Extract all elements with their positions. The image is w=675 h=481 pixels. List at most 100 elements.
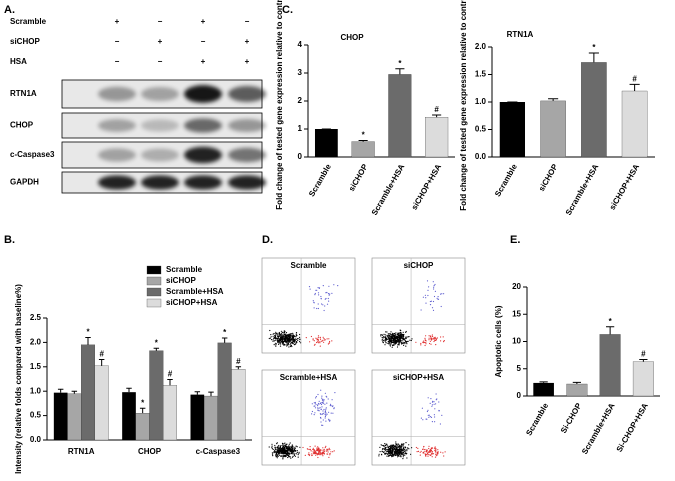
flow-dot [333, 284, 335, 286]
y-tick-label: 1.0 [30, 386, 42, 395]
error-bar [208, 391, 214, 397]
flow-dot [431, 337, 433, 339]
flow-dot [381, 339, 383, 341]
flow-dot [314, 343, 316, 345]
flow-dot [324, 415, 326, 418]
flow-dot [284, 448, 286, 451]
flow-dot [278, 341, 280, 343]
flow-dot [320, 452, 322, 454]
flow-dot [402, 449, 404, 451]
flow-dot [270, 334, 272, 336]
flow-dot [321, 406, 323, 408]
flow-dot [434, 446, 436, 448]
flow-dot [286, 443, 288, 445]
flow-dot [392, 341, 394, 343]
flow-dot [326, 448, 328, 450]
flow-dot [290, 335, 292, 337]
flow-dot [317, 335, 320, 337]
flow-dot [334, 392, 336, 394]
flow-dot [389, 337, 391, 339]
flow-dot [386, 331, 388, 333]
flow-dot [299, 341, 301, 343]
flow-dot [322, 285, 324, 287]
flow-dot [308, 286, 311, 288]
flow-dot [273, 332, 275, 335]
flow-dot [325, 408, 327, 410]
flow-dot [410, 339, 412, 342]
flow-dot [274, 446, 276, 448]
flow-dot [400, 337, 402, 339]
blot-band [98, 148, 136, 162]
flow-dot [275, 345, 277, 347]
flow-dot [399, 452, 401, 454]
flow-dot [434, 336, 436, 338]
flow-dot [398, 444, 400, 446]
flow-dot [272, 455, 274, 457]
flow-dot [425, 418, 427, 420]
flow-dot [295, 336, 297, 338]
flow-dot [433, 285, 435, 287]
y-axis-label: Fold change of tested gene expression re… [275, 0, 284, 210]
x-tick-label: RTN1A [68, 447, 95, 456]
x-tick-label: CHOP [138, 447, 162, 456]
flow-dot [312, 339, 314, 341]
flow-dot [317, 303, 319, 305]
flow-dot [422, 451, 424, 453]
flow-dot [280, 330, 282, 332]
y-tick-label: 0 [298, 152, 303, 161]
blot-band [141, 86, 179, 102]
flow-dot [271, 445, 273, 447]
blot-band [228, 175, 266, 190]
flow-dot [426, 450, 428, 452]
y-tick-label: 0.0 [30, 435, 42, 444]
flow-dot [281, 337, 283, 339]
flow-dot [279, 333, 281, 335]
panel-label: E. [510, 234, 520, 246]
flow-dot [428, 447, 430, 450]
flow-dot [384, 334, 386, 336]
flow-dot [283, 334, 285, 336]
flow-dot [398, 451, 400, 454]
flow-dot [405, 341, 407, 343]
flow-dot [417, 450, 420, 452]
flow-dot [332, 412, 334, 414]
flow-dot [400, 342, 402, 344]
flow-dot [283, 333, 285, 335]
flow-dot [419, 454, 421, 456]
flow-dot [325, 297, 327, 300]
flow-dot [424, 339, 426, 341]
flow-dot [315, 454, 317, 456]
flow-dot [314, 452, 316, 454]
flow-dot [281, 448, 283, 451]
flow-dot [271, 447, 273, 450]
flow-dot [276, 339, 278, 341]
flow-dot [403, 336, 405, 338]
flow-dot [406, 336, 408, 338]
flow-dot [430, 300, 433, 302]
flow-dot [433, 338, 435, 340]
flow-dot [398, 339, 400, 341]
flow-dot [280, 337, 282, 339]
flow-dot [277, 335, 279, 337]
flow-dot [405, 450, 407, 452]
x-tick-label: Scramble [524, 401, 550, 437]
flow-dot [401, 449, 403, 451]
error-bar [57, 388, 64, 393]
flow-dot [427, 455, 429, 457]
flow-dot [395, 450, 397, 452]
flow-dot [286, 452, 288, 454]
flow-dot [323, 408, 325, 411]
flow-dot [326, 291, 328, 294]
flow-dot [426, 453, 428, 455]
flow-dot [308, 448, 310, 450]
error-bar [539, 381, 548, 383]
flow-dot [384, 336, 386, 338]
flow-dot [333, 407, 335, 409]
flow-dot [401, 340, 403, 342]
flow-dot [323, 448, 325, 450]
flow-dot [433, 295, 436, 298]
panel-label: B. [4, 234, 15, 246]
flow-dot [279, 345, 282, 347]
flow-dot [392, 445, 394, 447]
